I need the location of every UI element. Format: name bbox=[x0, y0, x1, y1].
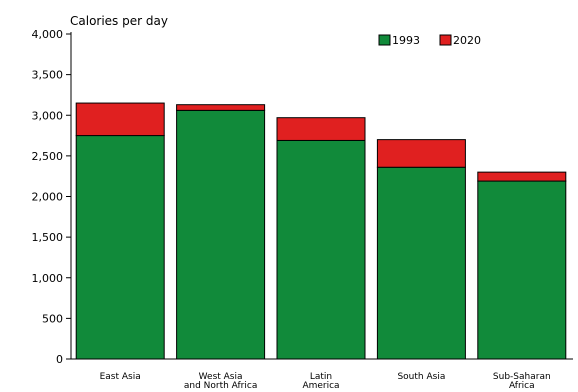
x-tick-label: Sub-Saharan bbox=[493, 372, 551, 382]
y-tick-label: 3,000 bbox=[32, 109, 64, 122]
y-axis: 0 500 1,000 1,500 2,000 2,500 3,000 3,500 4,000 bbox=[32, 28, 573, 366]
x-tick-label: Africa bbox=[509, 381, 535, 391]
x-tick-label: and North Africa bbox=[184, 381, 258, 391]
legend-swatch-1993 bbox=[378, 34, 391, 46]
y-tick-label: 4,000 bbox=[32, 28, 64, 41]
y-tick-label: 1,000 bbox=[32, 272, 64, 285]
bars bbox=[75, 102, 567, 360]
y-axis-label: Calories per day bbox=[70, 14, 168, 28]
bar-segment-1993 bbox=[276, 139, 366, 360]
bar-segment-1993 bbox=[75, 135, 165, 360]
y-tick-label: 0 bbox=[56, 353, 63, 366]
x-tick-label: East Asia bbox=[100, 372, 141, 382]
bar-segment-2020 bbox=[477, 171, 567, 182]
bar-segment-1993 bbox=[477, 180, 567, 360]
legend: 1993 2020 bbox=[378, 34, 481, 47]
legend-label-2020: 2020 bbox=[453, 34, 481, 47]
bar-segment-1993 bbox=[176, 109, 266, 360]
bar-segment-2020 bbox=[276, 117, 366, 141]
y-tick-label: 2,000 bbox=[32, 191, 64, 204]
x-tick-label: South Asia bbox=[397, 372, 445, 382]
y-tick-label: 3,500 bbox=[32, 69, 64, 82]
y-tick-label: 1,500 bbox=[32, 231, 64, 244]
y-tick-label: 500 bbox=[42, 312, 63, 325]
bar-segment-2020 bbox=[75, 102, 165, 137]
legend-label-1993: 1993 bbox=[392, 34, 420, 47]
y-tick-label: 2,500 bbox=[32, 150, 64, 163]
bar-segment-1993 bbox=[376, 166, 466, 360]
bar-segment-2020 bbox=[376, 139, 466, 168]
legend-swatch-2020 bbox=[439, 34, 452, 46]
bar-segment-2020 bbox=[176, 104, 266, 111]
x-tick-label: West Asia bbox=[199, 372, 243, 382]
x-tick-label: America bbox=[302, 381, 339, 391]
x-tick-label: Latin bbox=[310, 372, 332, 382]
